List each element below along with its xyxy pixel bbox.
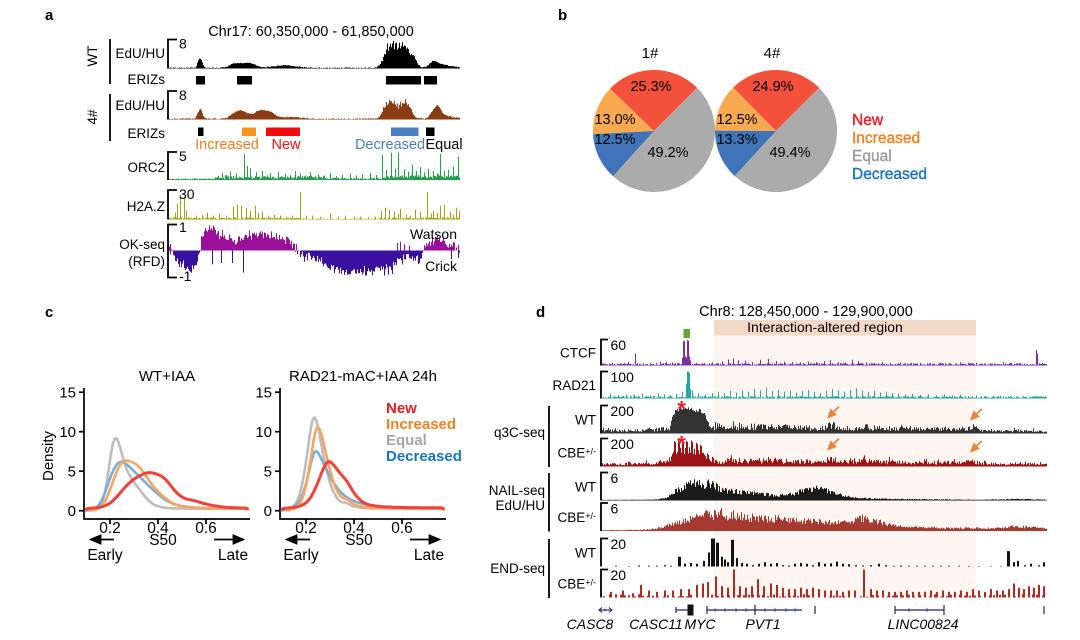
svg-text:*: * <box>677 397 686 422</box>
svg-text:Late: Late <box>414 547 444 564</box>
svg-text:WT+IAA: WT+IAA <box>139 368 195 385</box>
svg-text:New: New <box>386 400 417 417</box>
svg-text:8: 8 <box>179 87 187 103</box>
svg-text:Equal: Equal <box>386 432 427 449</box>
svg-text:200: 200 <box>611 403 635 419</box>
svg-text:Increased: Increased <box>386 416 456 433</box>
svg-text:WT: WT <box>85 46 100 67</box>
svg-text:Early: Early <box>87 547 123 564</box>
svg-text:New: New <box>852 112 884 129</box>
svg-text:Increased: Increased <box>852 130 920 147</box>
svg-text:Decreased: Decreased <box>386 448 462 465</box>
svg-text:1#: 1# <box>642 45 659 62</box>
svg-text:EdU/HU: EdU/HU <box>115 98 165 113</box>
svg-text:CBE+/-: CBE+/- <box>557 577 596 592</box>
svg-text:RAD21-mAC+IAA 24h: RAD21-mAC+IAA 24h <box>289 368 437 385</box>
svg-text:MYC: MYC <box>684 616 716 632</box>
svg-text:Decreased: Decreased <box>852 166 927 183</box>
svg-text:100: 100 <box>611 369 635 385</box>
svg-text:20: 20 <box>611 536 627 552</box>
svg-text:H2A.Z: H2A.Z <box>127 199 165 214</box>
svg-text:0.6: 0.6 <box>391 520 413 537</box>
svg-text:0.2: 0.2 <box>99 520 121 537</box>
svg-text:-1: -1 <box>179 268 192 284</box>
svg-text:S50: S50 <box>345 532 373 549</box>
svg-text:CASC8: CASC8 <box>567 616 614 632</box>
svg-text:49.4%: 49.4% <box>769 145 810 161</box>
svg-text:*: * <box>677 432 686 457</box>
svg-text:OK-seq: OK-seq <box>119 237 165 252</box>
svg-text:d: d <box>536 304 545 321</box>
svg-text:Early: Early <box>283 547 319 564</box>
svg-text:ERIZs: ERIZs <box>127 72 165 87</box>
svg-text:RAD21: RAD21 <box>552 378 596 393</box>
svg-text:CBE+/-: CBE+/- <box>557 510 596 525</box>
svg-text:20: 20 <box>611 567 627 583</box>
svg-text:Decreased: Decreased <box>355 137 425 153</box>
svg-text:PVT1: PVT1 <box>745 616 780 632</box>
svg-text:Interaction-altered region: Interaction-altered region <box>747 319 903 335</box>
svg-text:25.3%: 25.3% <box>630 79 671 95</box>
svg-text:Crick: Crick <box>425 258 458 274</box>
svg-text:CASC11: CASC11 <box>629 616 682 632</box>
svg-text:LINC00824: LINC00824 <box>888 616 959 632</box>
svg-text:49.2%: 49.2% <box>647 145 688 161</box>
svg-text:b: b <box>558 7 567 24</box>
svg-text:Equal: Equal <box>852 148 892 165</box>
svg-text:WT: WT <box>575 413 596 428</box>
svg-text:30: 30 <box>179 186 195 202</box>
svg-text:10: 10 <box>255 424 272 441</box>
svg-text:13.0%: 13.0% <box>594 112 635 128</box>
svg-text:Chr17: 60,350,000 - 61,850,000: Chr17: 60,350,000 - 61,850,000 <box>208 24 414 40</box>
svg-text:(RFD): (RFD) <box>128 254 165 269</box>
svg-text:CBE+/-: CBE+/- <box>557 446 596 461</box>
svg-text:5: 5 <box>68 464 76 481</box>
svg-text:0.6: 0.6 <box>195 520 217 537</box>
svg-text:10: 10 <box>59 424 76 441</box>
svg-text:60: 60 <box>611 337 627 353</box>
svg-text:12.5%: 12.5% <box>594 132 635 148</box>
svg-text:4#: 4# <box>764 45 781 62</box>
svg-text:ORC2: ORC2 <box>127 160 165 175</box>
svg-text:Equal: Equal <box>425 137 462 153</box>
svg-text:200: 200 <box>611 436 635 452</box>
svg-text:5: 5 <box>179 148 187 164</box>
svg-text:Watson: Watson <box>410 226 457 242</box>
svg-text:New: New <box>271 137 301 153</box>
svg-text:Increased: Increased <box>195 137 259 153</box>
svg-text:WT: WT <box>575 546 596 561</box>
svg-text:Density: Density <box>40 430 57 481</box>
svg-text:c: c <box>45 304 53 321</box>
svg-text:a: a <box>45 7 54 24</box>
svg-text:4#: 4# <box>85 109 100 125</box>
svg-text:0.2: 0.2 <box>295 520 317 537</box>
svg-text:ERIZs: ERIZs <box>127 126 165 141</box>
svg-text:8: 8 <box>179 36 187 52</box>
svg-text:Late: Late <box>218 547 248 564</box>
svg-text:q3C-seq: q3C-seq <box>494 425 545 440</box>
svg-text:1: 1 <box>179 219 187 235</box>
svg-text:0: 0 <box>264 503 272 520</box>
svg-text:S50: S50 <box>149 532 177 549</box>
svg-text:5: 5 <box>264 464 272 481</box>
svg-text:EdU/HU: EdU/HU <box>495 498 545 513</box>
svg-text:6: 6 <box>611 501 619 517</box>
svg-text:NAIL-seq: NAIL-seq <box>489 483 545 498</box>
svg-text:Chr8: 128,450,000 - 129,900,00: Chr8: 128,450,000 - 129,900,000 <box>699 304 913 320</box>
svg-text:0: 0 <box>68 503 76 520</box>
svg-text:6: 6 <box>611 470 619 486</box>
svg-text:15: 15 <box>59 385 76 402</box>
svg-text:15: 15 <box>255 385 272 402</box>
svg-text:CTCF: CTCF <box>560 346 596 361</box>
svg-text:END-seq: END-seq <box>490 561 545 576</box>
svg-text:13.3%: 13.3% <box>716 132 757 148</box>
svg-text:0.4: 0.4 <box>147 520 169 537</box>
svg-text:WT: WT <box>575 480 596 495</box>
svg-text:0.4: 0.4 <box>343 520 365 537</box>
svg-text:24.9%: 24.9% <box>752 79 793 95</box>
svg-text:12.5%: 12.5% <box>716 112 757 128</box>
svg-text:EdU/HU: EdU/HU <box>115 46 165 61</box>
